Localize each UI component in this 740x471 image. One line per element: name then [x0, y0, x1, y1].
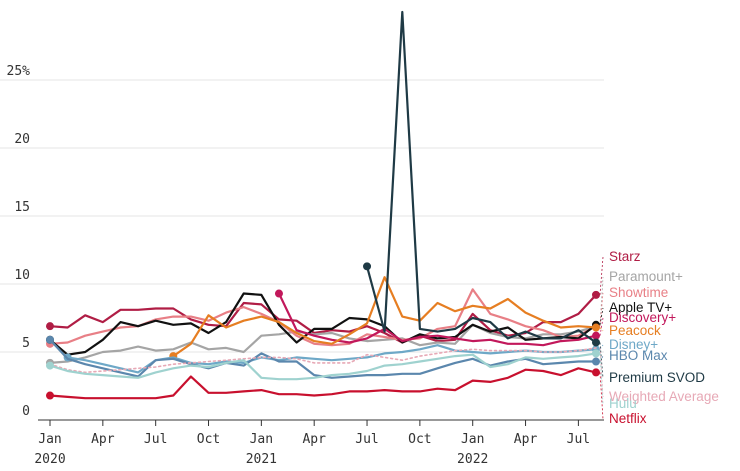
- legend-leader: [599, 342, 604, 379]
- legend-leader: [599, 347, 604, 398]
- x-tick-label: Oct: [197, 432, 220, 447]
- series-start-dot: [46, 322, 54, 331]
- series-line-netflix: [48, 367, 598, 400]
- x-tick-label: Apr: [91, 432, 115, 447]
- legend-leader: [599, 372, 604, 420]
- series-line-hulu: [48, 352, 598, 381]
- x-tick-label: Apr: [514, 432, 538, 447]
- series-line-peacock: [172, 276, 598, 358]
- y-tick-label: 15: [14, 200, 30, 215]
- x-tick-year: 2021: [246, 452, 277, 467]
- legend-label: Peacock: [609, 323, 661, 338]
- series-lines: [46, 10, 600, 400]
- x-tick-label: Jan: [461, 432, 484, 447]
- x-tick-year: 2020: [34, 452, 65, 467]
- x-tick-label: Jul: [144, 432, 167, 447]
- legend-label: Weighted Average: [609, 389, 719, 404]
- legend-label: Discovery+: [609, 310, 676, 325]
- series-line-premium-svod: [365, 10, 598, 344]
- legend-label: Starz: [609, 249, 641, 264]
- series-end-dot: [592, 357, 600, 366]
- series-start-dot: [274, 289, 283, 298]
- x-tick-label: Oct: [408, 432, 431, 447]
- series-end-dot: [592, 323, 600, 332]
- gridlines: [0, 79, 604, 353]
- x-tick-label: Apr: [302, 432, 326, 447]
- x-axis: Jan 2020 Apr Jul Oct Jan 2021 Apr Jul Oct Jan 2022 A…: [34, 420, 590, 467]
- legend-label: Premium SVOD: [609, 370, 705, 385]
- legend-leader: [599, 307, 604, 325]
- series-end-dot: [592, 368, 600, 377]
- series-end-dot: [592, 331, 600, 340]
- y-tick-label: 5: [22, 336, 30, 351]
- series-end-dot: [592, 290, 600, 299]
- legend-label: Showtime: [609, 285, 668, 300]
- y-tick-label: 20: [14, 132, 30, 147]
- legend-label: Apple TV+: [609, 300, 672, 315]
- series-start-dot: [46, 361, 54, 370]
- series-line-weighted-average: [49, 347, 597, 374]
- legend-label: Paramount+: [609, 269, 683, 284]
- y-tick-label: 0: [22, 404, 30, 419]
- series-start-dot: [46, 335, 54, 344]
- y-tick-label: 10: [14, 268, 30, 283]
- x-tick-label: Jul: [567, 432, 590, 447]
- legend-leader: [599, 353, 604, 405]
- x-tick-label: Jul: [355, 432, 378, 447]
- series-line-apple-tv-: [48, 292, 598, 356]
- legend-label: Disney+: [609, 337, 658, 352]
- legend-leader: [599, 327, 604, 332]
- series-start-dot: [46, 391, 54, 400]
- x-tick-label: Jan: [38, 432, 61, 447]
- y-axis: 0 5 10 15 20 25%: [7, 64, 31, 419]
- series-line-discovery-: [277, 292, 598, 347]
- series-end-dot: [592, 349, 600, 358]
- series-start-dot: [363, 262, 372, 271]
- legend-label: Hulu: [609, 396, 637, 411]
- legend-label: HBO Max: [609, 348, 668, 363]
- x-tick-year: 2022: [457, 452, 488, 467]
- legend-leader: [599, 344, 604, 350]
- series-end-dot: [592, 338, 600, 347]
- x-tick-label: Jan: [250, 432, 273, 447]
- y-tick-label: 25%: [7, 64, 31, 79]
- legend-leader: [599, 317, 604, 336]
- legend-label: Netflix: [609, 411, 647, 426]
